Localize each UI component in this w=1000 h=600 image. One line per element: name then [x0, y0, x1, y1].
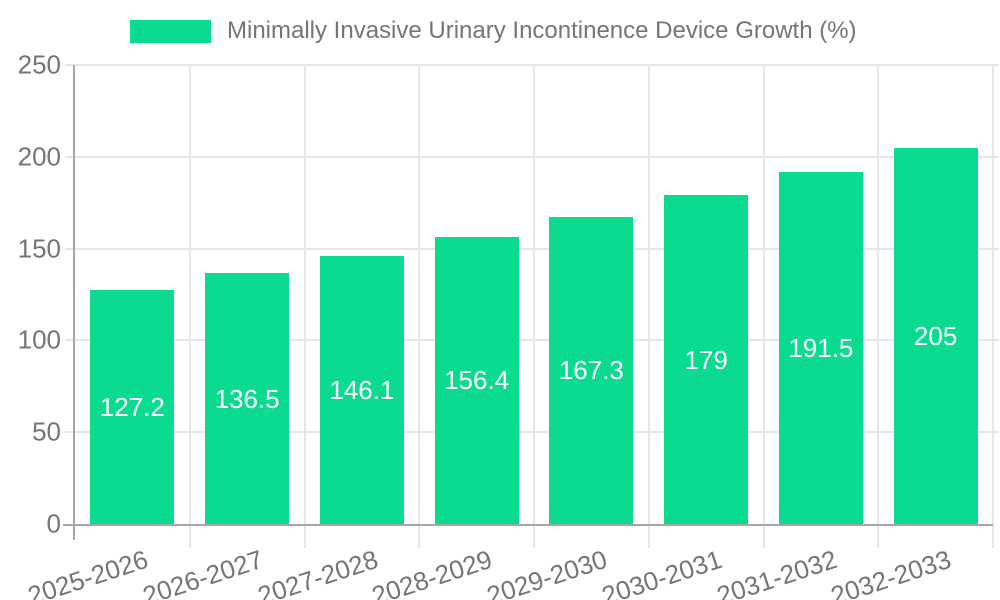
y-gridline	[65, 247, 999, 250]
x-axis-tick-label: 2030-2031	[597, 544, 726, 600]
x-gridline	[533, 65, 535, 548]
bar[interactable]: 146.1	[319, 255, 404, 524]
y-axis-tick-label: 50	[32, 416, 61, 447]
x-axis-tick-label: 2028-2029	[368, 544, 496, 600]
x-axis-line	[63, 524, 993, 526]
bar[interactable]: 127.2	[90, 290, 175, 524]
bar-value-label: 167.3	[558, 355, 624, 386]
bar-value-label: 127.2	[99, 392, 165, 423]
x-gridline	[992, 65, 994, 548]
bar[interactable]: 191.5	[778, 172, 863, 524]
y-axis-tick-label: 100	[17, 324, 61, 355]
y-gridline	[65, 64, 999, 66]
x-gridline	[303, 65, 306, 548]
x-axis-tick-label: 2031-2032	[712, 544, 841, 600]
bar[interactable]: 205	[893, 147, 978, 524]
y-gridline	[65, 431, 999, 434]
bar-value-label: 136.5	[214, 383, 280, 414]
bar-value-label: 191.5	[788, 333, 854, 364]
bar[interactable]: 167.3	[549, 216, 634, 524]
x-axis-tick-label: 2027-2028	[253, 544, 382, 600]
x-gridline	[647, 65, 650, 548]
y-axis-line	[73, 65, 75, 540]
y-axis-tick-label: 250	[17, 49, 61, 80]
plot-area: 0 50 100 150 200 250 127.2 2025-2026 136.5 2026-2…	[18, 50, 999, 600]
bar-value-label: 179	[684, 344, 728, 375]
y-gridline	[65, 339, 999, 342]
bar[interactable]: 156.4	[434, 236, 519, 524]
legend-swatch-icon	[130, 19, 211, 43]
legend-label: Minimally Invasive Urinary Incontinence …	[227, 17, 857, 44]
bar[interactable]: 136.5	[205, 273, 290, 524]
x-axis-tick-label: 2032-2033	[827, 544, 955, 600]
y-gridline	[65, 155, 999, 158]
x-axis-tick-label: 2025-2026	[24, 544, 152, 600]
y-axis-tick-label: 200	[17, 141, 61, 172]
x-gridline	[418, 65, 421, 548]
bar-value-label: 156.4	[444, 365, 510, 396]
bar-value-label: 205	[913, 320, 958, 351]
x-axis-tick-label: 2026-2027	[138, 544, 267, 600]
y-axis-tick-label: 0	[46, 508, 61, 539]
legend-item[interactable]: Minimally Invasive Urinary Incontinence …	[130, 17, 857, 45]
x-axis-tick-label: 2029-2030	[483, 544, 611, 600]
x-gridline	[188, 65, 191, 548]
y-axis-tick-label: 150	[17, 233, 61, 264]
bar[interactable]: 179	[664, 195, 749, 524]
x-gridline	[762, 65, 765, 548]
x-gridline	[877, 65, 880, 548]
bar-value-label: 146.1	[329, 374, 395, 405]
